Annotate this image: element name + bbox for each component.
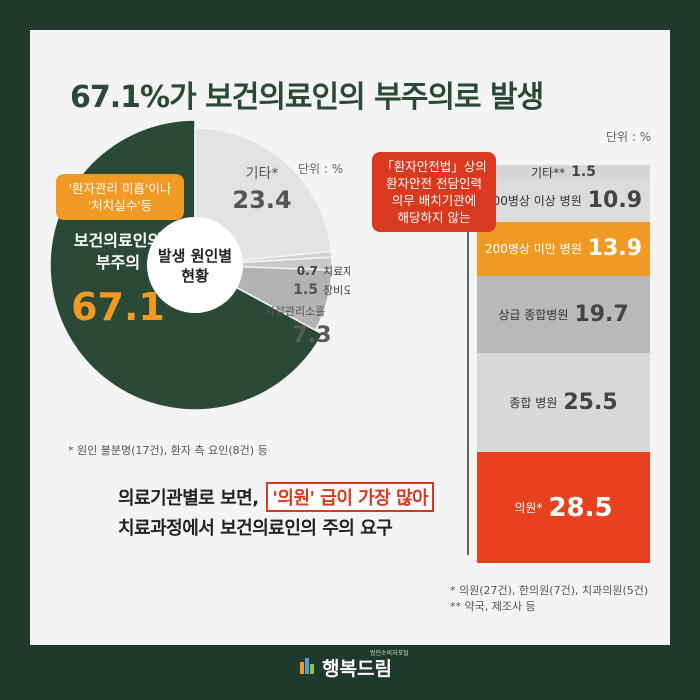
bar-callout: 「환자안전법」상의 환자안전 전담인력 의무 배치기관에 해당하지 않는 bbox=[372, 152, 496, 232]
bar-category-label: 의원* bbox=[514, 501, 543, 516]
bar-segment: 기타** 1.5 bbox=[477, 164, 650, 180]
pie-slice-label: 시설관리소홀 bbox=[265, 305, 326, 318]
bar-category-label: 종합 병원 bbox=[509, 395, 558, 410]
bar-segment: 200병상 이상 병원 10.9 bbox=[477, 179, 650, 222]
page-title: 67.1%가 보건의료인의 부주의로 발생 bbox=[70, 80, 544, 115]
pie-data-label: 67.1 bbox=[71, 285, 165, 329]
pie-callout-line: '처치실수'등 bbox=[87, 198, 153, 213]
bar-category-label: 200병상 이상 병원 bbox=[484, 193, 582, 208]
stacked-bar-chart: 기타** 1.5 200병상 이상 병원 10.9 200병상 미만 병원 13.9 상급 … bbox=[455, 145, 650, 565]
brand-logo-icon bbox=[300, 658, 314, 674]
bar-footnote-2: ** 약국, 제조사 등 bbox=[450, 600, 536, 613]
bar-data-label: 19.7 bbox=[574, 301, 629, 327]
bar-segment: 의원* 28.5 bbox=[477, 452, 650, 564]
bar-data-label: 28.5 bbox=[548, 492, 613, 523]
bar-category-label: 기타** bbox=[531, 165, 566, 180]
summary-line-2: 치료과정에서 보건의료인의 주의 요구 bbox=[118, 518, 393, 539]
pie-slice-label: 보건의료인의 bbox=[74, 231, 162, 250]
pie-data-label: 7.3 bbox=[293, 323, 332, 348]
pie-data-label: 0.7 bbox=[297, 264, 318, 278]
bar-data-label: 13.9 bbox=[587, 236, 643, 262]
bar-callout-line: 의무 배치기관에 bbox=[391, 193, 477, 208]
bar-unit-label: 단위 : % bbox=[606, 130, 652, 144]
bar-callout-line: 「환자안전법」상의 bbox=[381, 159, 487, 174]
summary-text: 의료기관별로 보면, bbox=[118, 488, 259, 509]
pie-unit-label: 단위 : % bbox=[298, 162, 344, 176]
summary-highlight: '의원' 급이 가장 많아 bbox=[266, 482, 435, 512]
pie-slice-label: 장비오류 bbox=[323, 284, 350, 297]
brand-name: 행복드림 bbox=[322, 658, 392, 680]
brand-tagline: 범인소비자포털 bbox=[370, 650, 409, 657]
bar-segment: 상급 종합병원 19.7 bbox=[477, 275, 650, 353]
pie-slice-label: 치료재료결함 bbox=[323, 265, 350, 278]
bar-callout-line: 환자안전 전담인력 bbox=[386, 176, 482, 191]
pie-slice bbox=[194, 127, 333, 266]
pie-footnote: * 원인 불분명(17건), 환자 측 요인(8건) 등 bbox=[68, 444, 268, 457]
bar-category-label: 200병상 미만 병원 bbox=[484, 242, 582, 257]
pie-slice-label: 기타* bbox=[246, 166, 279, 182]
pie-data-label: 1.5 bbox=[293, 282, 318, 298]
pie-center-label: 발생 원인별 bbox=[158, 247, 232, 265]
pie-data-label: 23.4 bbox=[232, 186, 291, 214]
pie-callout-line: '환자관리 미흡'이나 bbox=[68, 181, 172, 196]
bar-data-label: 25.5 bbox=[563, 389, 618, 415]
bar-data-label: 10.9 bbox=[587, 187, 643, 213]
bar-category-label: 상급 종합병원 bbox=[498, 307, 569, 322]
pie-callout: '환자관리 미흡'이나 '처치실수'등 bbox=[56, 174, 184, 220]
pie-center-circle bbox=[147, 217, 243, 313]
bar-data-label: 1.5 bbox=[571, 164, 596, 180]
bar-segment: 종합 병원 25.5 bbox=[477, 352, 650, 452]
summary-line-1: 의료기관별로 보면, '의원' 급이 가장 많아 bbox=[118, 482, 436, 512]
bar-segment: 200병상 미만 병원 13.9 bbox=[477, 221, 650, 276]
bar-axis bbox=[467, 165, 469, 555]
bar-footnote-1: * 의원(27건), 한의원(7건), 치과의원(5건) bbox=[450, 584, 649, 597]
brand-logo: 범인소비자포털 행복드림 bbox=[300, 648, 410, 682]
pie-slice-label: 부주의 bbox=[96, 253, 140, 272]
pie-center-label: 현황 bbox=[181, 267, 209, 285]
bar-callout-line: 해당하지 않는 bbox=[397, 210, 471, 225]
